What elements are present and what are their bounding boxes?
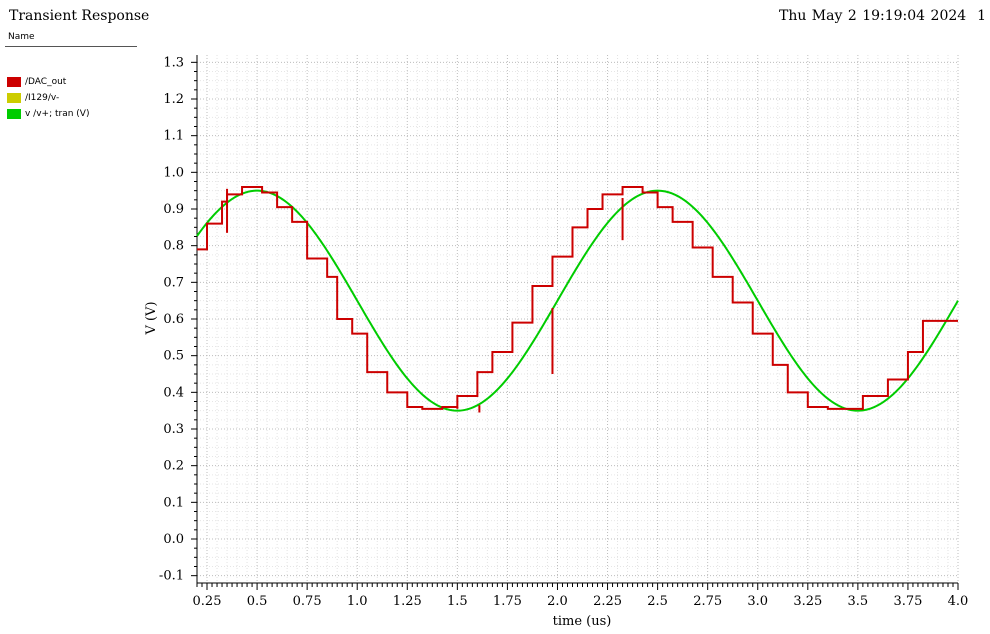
- x-tick-label: 0.25: [193, 594, 222, 609]
- x-tick-label: 1.5: [447, 594, 468, 609]
- legend-swatch-dac-out: [7, 77, 21, 87]
- y-tick-label: 0.3: [163, 422, 184, 437]
- y-tick-label: -0.1: [159, 569, 184, 584]
- legend-label-dac-out: /DAC_out: [25, 77, 67, 87]
- y-tick-label: 1.1: [163, 129, 184, 144]
- y-tick-label: 0.0: [163, 532, 184, 547]
- x-tick-label: 3.0: [747, 594, 768, 609]
- legend-label-vplus: v /v+; tran (V): [25, 109, 90, 119]
- plot-series: [196, 186, 959, 413]
- y-tick-label: 0.8: [163, 239, 184, 254]
- legend-item-i129-vminus[interactable]: /I129/v-: [7, 90, 89, 106]
- y-tick-label: 0.2: [163, 459, 184, 474]
- y-tick-label: 0.4: [163, 385, 184, 400]
- x-tick-label: 0.5: [247, 594, 268, 609]
- x-tick-label: 2.75: [693, 594, 722, 609]
- x-tick-label: 1.0: [347, 594, 368, 609]
- y-tick-label: 1.3: [163, 55, 184, 70]
- legend: /DAC_out /I129/v- v /v+; tran (V): [7, 74, 89, 122]
- datetime-text: Thu May 2 19:19:04 2024: [778, 8, 967, 24]
- legend-swatch-i129-vminus: [7, 93, 21, 103]
- x-tick-label: 3.25: [793, 594, 822, 609]
- y-tick-label: 1.0: [163, 165, 184, 180]
- x-tick-label: 2.0: [547, 594, 568, 609]
- x-tick-label: 1.25: [393, 594, 422, 609]
- series-dac-out-line: [197, 186, 958, 410]
- x-tick-label: 2.5: [647, 594, 668, 609]
- y-axis-label: V (V): [144, 301, 159, 335]
- x-tick-label: 2.25: [593, 594, 622, 609]
- plot-axes: 1.3 1.2 1.1 1.0 0.9 0.8 0.7 0.6 0.5 0.4 0.3 0.2 0.1 0…: [159, 55, 968, 609]
- legend-label-i129-vminus: /I129/v-: [25, 93, 60, 103]
- series-vplus-line: [196, 189, 959, 412]
- y-tick-label: 0.9: [163, 202, 184, 217]
- legend-header: Name: [8, 32, 35, 42]
- plot-grid: [196, 55, 959, 583]
- y-tick-label: 0.6: [163, 312, 184, 327]
- y-tick-label: 0.5: [163, 349, 184, 364]
- page-number: 1: [977, 8, 986, 24]
- y-tick-label: 1.2: [163, 92, 184, 107]
- legend-divider: [5, 46, 137, 47]
- x-tick-label: 3.5: [848, 594, 869, 609]
- x-tick-label: 3.75: [893, 594, 922, 609]
- legend-item-vplus[interactable]: v /v+; tran (V): [7, 106, 89, 122]
- y-tick-label: 0.7: [163, 275, 184, 290]
- legend-item-dac-out[interactable]: /DAC_out: [7, 74, 89, 90]
- chart-title: Transient Response: [9, 8, 150, 24]
- x-axis-label: time (us): [553, 614, 612, 629]
- x-tick-label: 1.75: [493, 594, 522, 609]
- header-datetime: Thu May 2 19:19:04 2024 1: [779, 8, 986, 24]
- y-tick-label: 0.1: [163, 495, 184, 510]
- x-tick-label: 0.75: [293, 594, 322, 609]
- legend-swatch-vplus: [7, 109, 21, 119]
- x-tick-label: 4.0: [948, 594, 969, 609]
